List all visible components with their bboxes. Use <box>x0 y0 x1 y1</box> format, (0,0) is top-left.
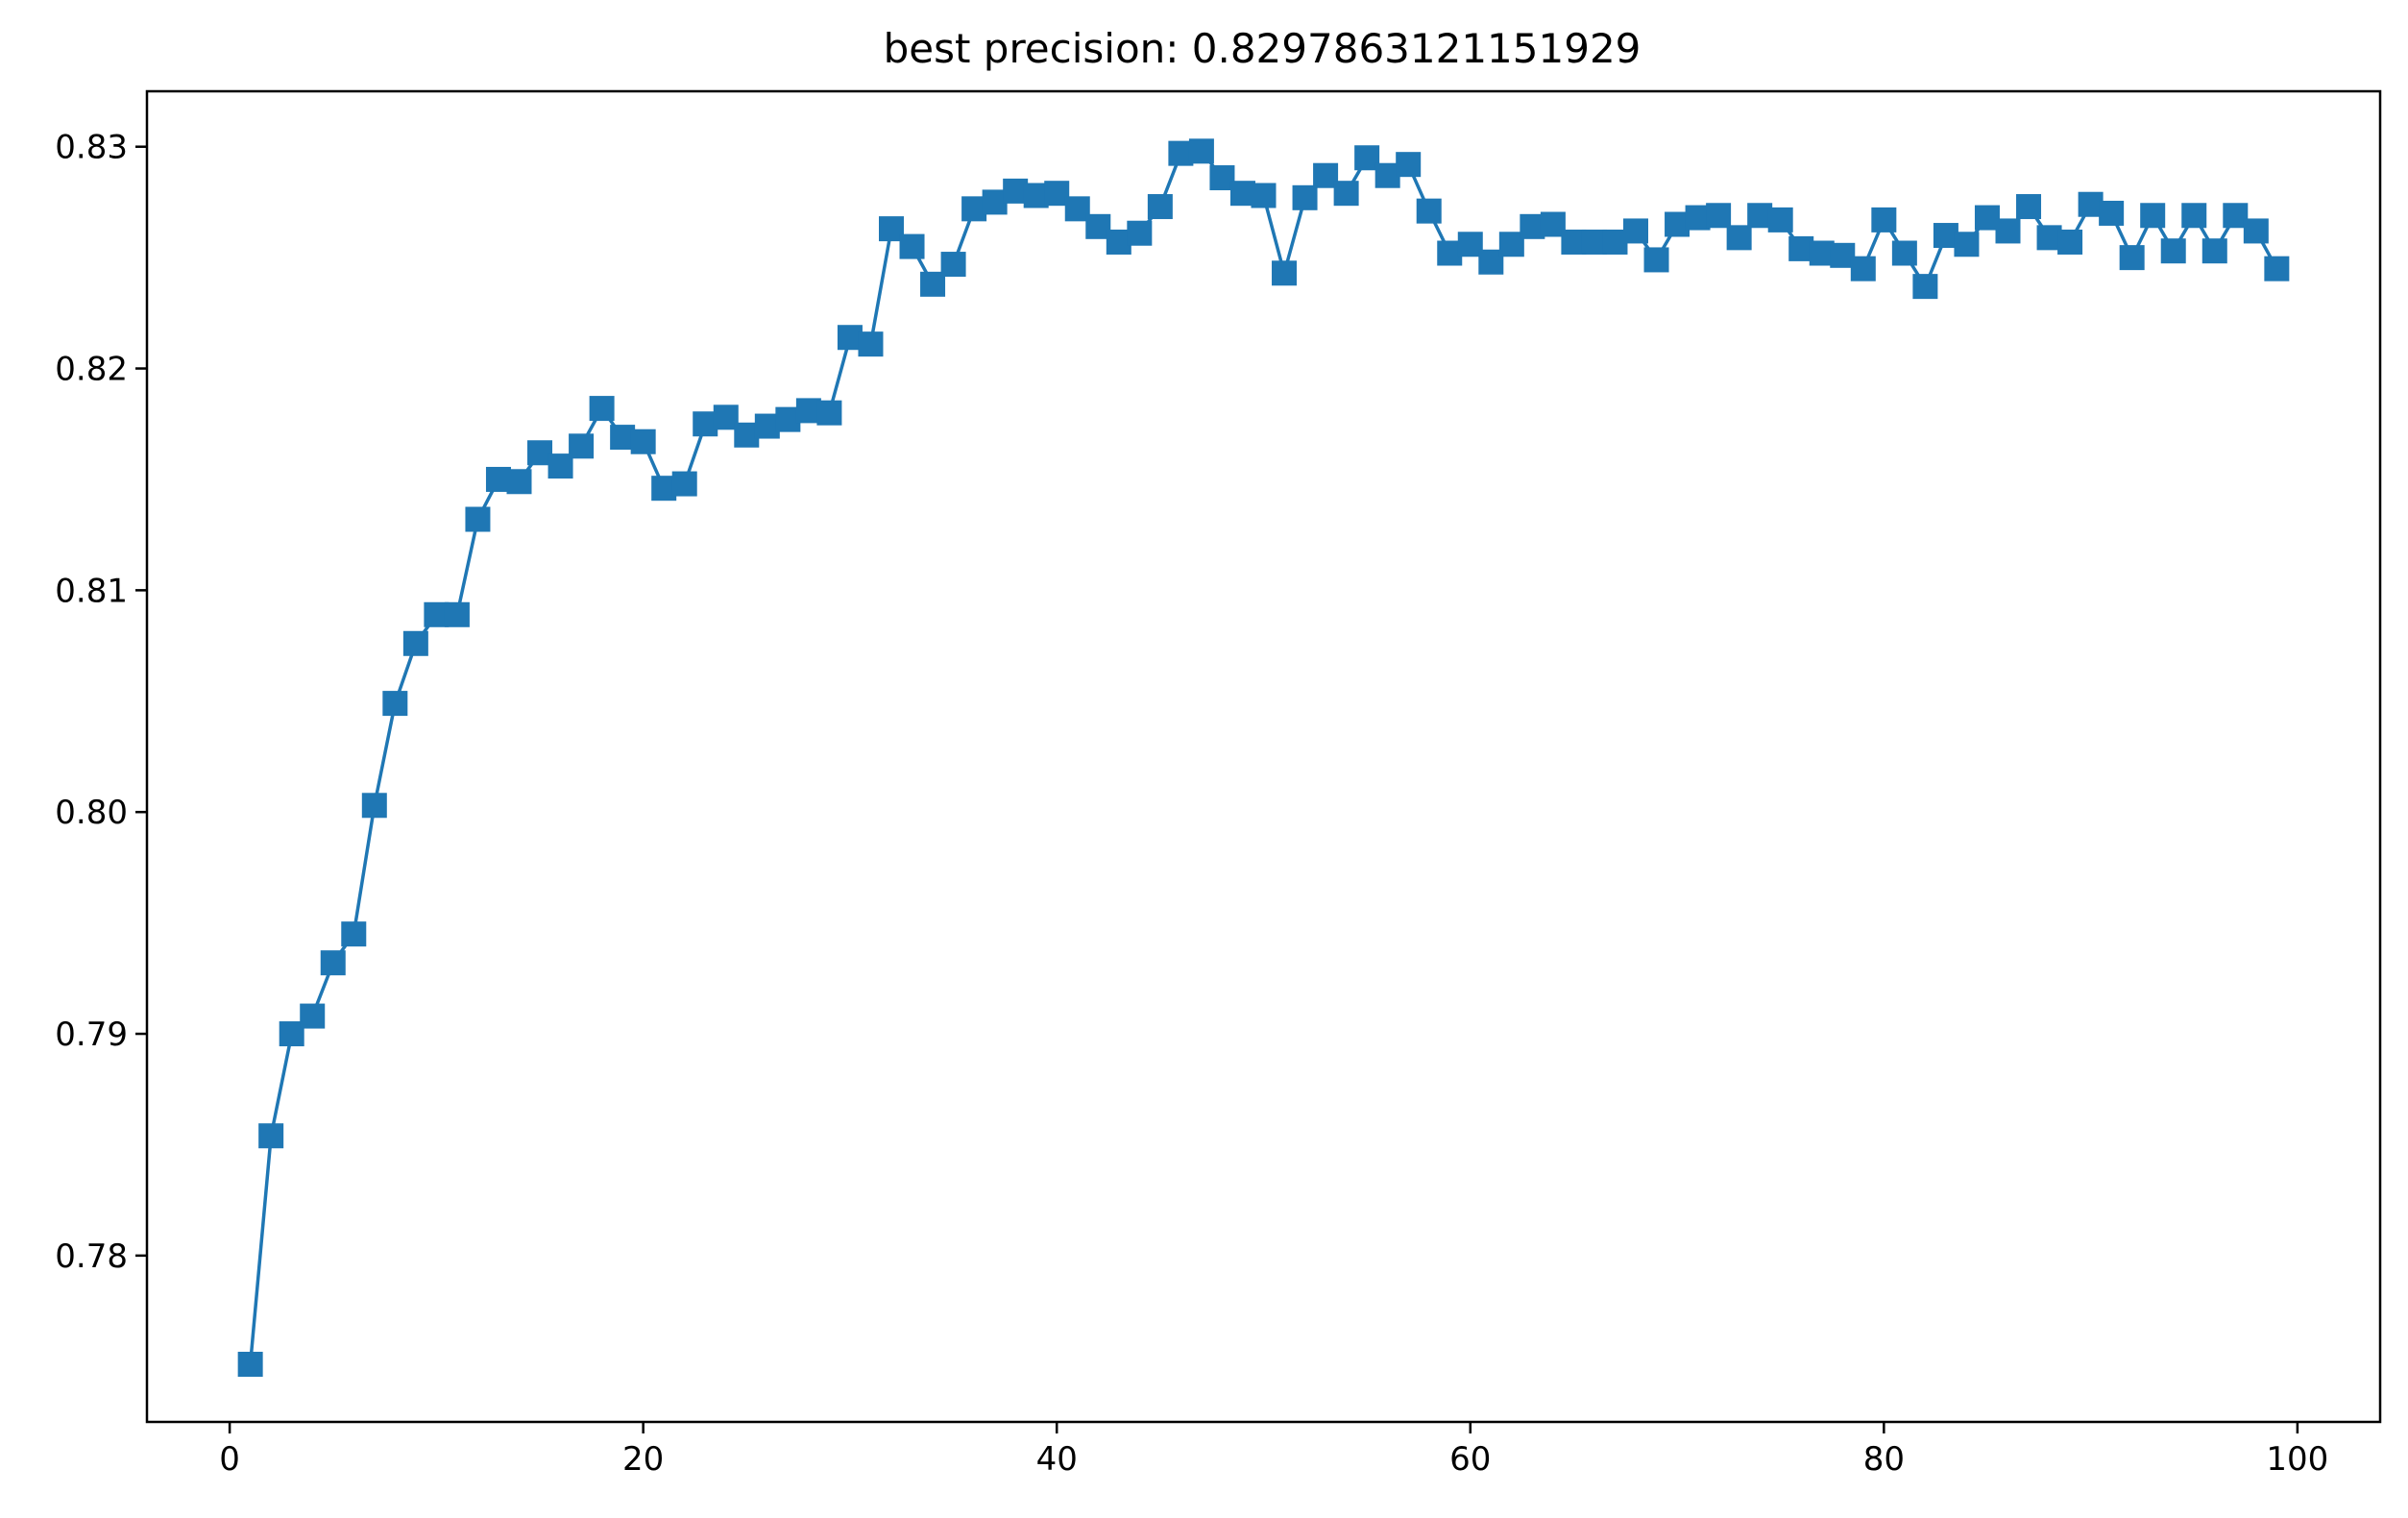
y-tick-label: 0.82 <box>55 351 128 389</box>
y-axis: 0.78 0.79 0.80 0.81 0.82 0.83 <box>55 129 147 1276</box>
x-tick-label: 20 <box>622 1440 664 1479</box>
data-point-marker <box>1871 207 1897 233</box>
data-point-marker <box>1850 256 1876 282</box>
data-point-marker <box>1416 198 1442 224</box>
data-point-marker <box>1147 194 1173 220</box>
x-tick-label: 100 <box>2266 1440 2328 1479</box>
chart-title: best precision: 0.8297863121151929 <box>884 25 1642 72</box>
data-point-marker <box>444 601 470 627</box>
data-point-marker <box>2181 203 2207 229</box>
x-tick-label: 40 <box>1036 1440 1078 1479</box>
data-point-marker <box>258 1123 284 1149</box>
data-point-marker <box>465 506 491 532</box>
data-point-marker <box>569 433 595 459</box>
data-point-marker <box>506 469 532 495</box>
x-axis: 0 20 40 60 80 100 <box>219 1422 2328 1479</box>
data-point-marker <box>2201 238 2227 264</box>
data-point-marker <box>671 471 697 497</box>
data-point-marker <box>1188 138 1214 164</box>
data-point-marker <box>341 921 367 947</box>
data-point-marker <box>1251 183 1277 208</box>
y-tick-label: 0.78 <box>55 1237 128 1276</box>
y-tick-label: 0.83 <box>55 129 128 167</box>
data-point-marker <box>899 233 925 259</box>
data-point-marker <box>858 331 884 357</box>
data-point-marker <box>2264 256 2290 282</box>
data-point-marker <box>1623 218 1648 244</box>
y-tick-label: 0.81 <box>55 572 128 610</box>
data-point-marker <box>300 1003 326 1029</box>
data-point-marker <box>1912 274 1938 300</box>
data-point-marker <box>1706 203 1732 229</box>
data-point-marker <box>1767 207 1793 233</box>
data-point-marker <box>1954 232 1980 257</box>
data-point-marker <box>2016 194 2042 220</box>
data-point-marker <box>361 793 387 819</box>
data-point-marker <box>2099 200 2125 226</box>
data-point-marker <box>1891 240 1917 266</box>
data-point-marker <box>1127 220 1153 246</box>
data-point-marker <box>2057 229 2083 255</box>
data-point-marker <box>816 400 842 426</box>
data-point-marker <box>1272 260 1298 286</box>
data-point-marker <box>1995 218 2021 244</box>
data-point-marker <box>1643 247 1669 273</box>
plot-frame <box>145 89 2382 1424</box>
data-point-marker <box>1726 225 1752 251</box>
data-point-marker <box>2160 238 2186 264</box>
y-tick-label: 0.80 <box>55 794 128 832</box>
data-point-marker <box>2243 218 2269 244</box>
x-tick-label: 80 <box>1863 1440 1905 1479</box>
series-layer <box>237 138 2290 1377</box>
data-point-marker <box>2119 245 2145 271</box>
data-point-marker <box>589 396 615 422</box>
data-point-marker <box>2140 203 2166 229</box>
data-point-marker <box>402 630 428 656</box>
data-point-marker <box>1292 184 1318 210</box>
x-tick-label: 60 <box>1449 1440 1491 1479</box>
data-point-marker <box>940 252 966 278</box>
data-point-marker <box>320 950 346 976</box>
data-point-marker <box>1396 152 1422 178</box>
y-tick-label: 0.79 <box>55 1016 128 1054</box>
data-point-marker <box>382 691 408 717</box>
x-tick-label: 0 <box>219 1440 240 1479</box>
data-point-marker <box>237 1351 263 1377</box>
data-point-marker <box>1333 181 1359 207</box>
data-point-marker <box>630 428 656 454</box>
